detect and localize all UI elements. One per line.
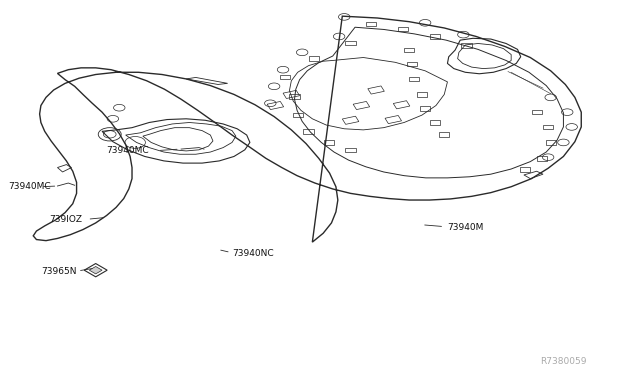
Bar (303, 129, 314, 134)
Bar (366, 22, 376, 26)
Text: 739IOZ: 739IOZ (49, 215, 82, 224)
Bar (404, 48, 414, 52)
Bar (545, 140, 556, 145)
Bar (346, 41, 356, 45)
Text: 73940NC: 73940NC (232, 249, 274, 258)
Bar (537, 156, 547, 161)
Bar (324, 140, 334, 145)
Bar (461, 44, 472, 48)
Bar (292, 113, 303, 117)
Bar (543, 125, 553, 129)
Bar (346, 148, 356, 152)
Bar (407, 62, 417, 66)
Bar (409, 77, 419, 81)
Bar (439, 132, 449, 137)
Bar (532, 110, 541, 114)
Bar (289, 94, 300, 99)
Bar (280, 75, 290, 79)
Text: 73940MC: 73940MC (8, 182, 51, 191)
Bar (520, 167, 531, 171)
Polygon shape (90, 266, 102, 274)
Bar (420, 106, 430, 111)
Text: R7380059: R7380059 (540, 357, 586, 366)
Text: 73965N: 73965N (41, 267, 76, 276)
Text: 73940M: 73940M (447, 223, 484, 232)
Bar (417, 92, 427, 97)
Bar (397, 27, 408, 31)
Bar (308, 57, 319, 61)
Bar (429, 120, 440, 125)
Text: 73940MC: 73940MC (106, 147, 149, 155)
Bar (429, 34, 440, 39)
